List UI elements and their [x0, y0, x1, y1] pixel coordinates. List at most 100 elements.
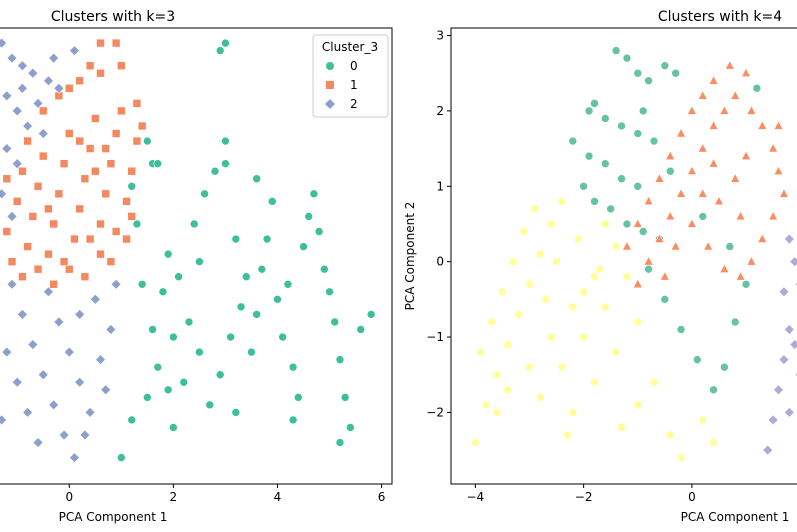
legend-label-1: 1	[350, 78, 358, 92]
point-k3-cluster-2	[16, 82, 28, 94]
point-k4-cluster-1	[746, 256, 757, 266]
point-k4-cluster-2	[568, 302, 578, 312]
point-k3-cluster-2	[0, 414, 8, 426]
point-k4-cluster-0	[600, 159, 610, 168]
point-k4-cluster-3	[762, 444, 774, 456]
point-k3-cluster-0	[241, 272, 251, 282]
point-k3-cluster-2	[27, 339, 39, 350]
point-k4-cluster-2	[541, 295, 551, 304]
legend-title: Cluster_3	[322, 40, 378, 54]
point-k3-cluster-0	[205, 400, 215, 410]
point-k4-cluster-1	[632, 218, 643, 228]
point-k4-cluster-2	[676, 453, 686, 462]
point-k4-cluster-2	[525, 279, 534, 289]
point-k3-cluster-1	[28, 212, 38, 221]
point-k3-cluster-0	[210, 166, 220, 176]
point-k3-cluster-2	[0, 188, 8, 200]
point-k3-cluster-1	[49, 279, 58, 289]
point-k4-cluster-0	[671, 68, 680, 78]
point-k3-cluster-1	[132, 136, 142, 146]
point-k4-cluster-2	[519, 227, 529, 236]
point-k4-cluster-1	[724, 60, 735, 70]
point-k3-cluster-2	[6, 278, 18, 290]
point-k4-cluster-0	[644, 76, 653, 86]
point-k3-cluster-0	[335, 355, 345, 364]
point-k3-cluster-2	[1, 90, 13, 102]
point-k4-cluster-0	[606, 204, 615, 214]
point-k3-cluster-0	[325, 287, 334, 297]
point-k4-cluster-0	[720, 362, 729, 372]
point-k4-cluster-1	[670, 240, 681, 251]
point-k4-cluster-1	[773, 120, 784, 130]
point-k3-cluster-0	[273, 295, 282, 304]
point-k3-cluster-0	[267, 197, 277, 206]
point-k4-cluster-2	[546, 332, 556, 342]
y-tick-label: −1	[426, 330, 444, 344]
point-k4-cluster-0	[633, 181, 643, 191]
point-k3-cluster-1	[132, 99, 142, 108]
point-k3-cluster-1	[12, 197, 22, 206]
point-k4-cluster-1	[746, 105, 757, 115]
point-k4-cluster-3	[783, 233, 795, 245]
point-k4-cluster-0	[584, 106, 594, 116]
point-k3-cluster-1	[85, 144, 95, 153]
point-k4-cluster-1	[708, 158, 719, 168]
point-k4-cluster-1	[735, 210, 746, 221]
y-axis-label-k4: PCA Component 2	[403, 202, 417, 311]
point-k4-cluster-1	[730, 173, 741, 183]
legend-marker-2	[325, 99, 335, 109]
point-k3-cluster-0	[236, 302, 246, 312]
point-k3-cluster-0	[283, 279, 293, 289]
point-k3-cluster-2	[74, 308, 86, 320]
point-k3-cluster-0	[200, 189, 209, 199]
point-k4-cluster-2	[514, 310, 523, 319]
point-k4-cluster-3	[783, 324, 795, 335]
point-k3-cluster-0	[304, 212, 314, 221]
point-k4-cluster-1	[621, 240, 632, 251]
points-k3	[0, 37, 376, 464]
point-k4-cluster-2	[633, 317, 643, 327]
point-k4-cluster-2	[600, 219, 610, 229]
point-k3-cluster-0	[163, 249, 173, 259]
legend-label-0: 0	[350, 59, 358, 73]
point-k3-cluster-0	[127, 415, 137, 425]
point-k4-cluster-2	[471, 438, 480, 447]
point-k4-cluster-2	[530, 204, 540, 214]
point-k3-cluster-2	[84, 406, 96, 418]
point-k3-cluster-2	[6, 52, 18, 64]
point-k3-cluster-0	[179, 377, 189, 387]
point-k3-cluster-0	[215, 46, 225, 55]
point-k3-cluster-2	[110, 278, 122, 290]
point-k3-cluster-1	[96, 38, 105, 48]
plot-k3: Clusters with k=3 0 2 4 6 PCA Component 1 C…	[0, 9, 393, 524]
point-k4-cluster-2	[568, 408, 578, 417]
point-k3-cluster-0	[320, 264, 329, 274]
point-k3-cluster-1	[44, 204, 53, 214]
point-k3-cluster-2	[6, 211, 18, 222]
point-k3-cluster-1	[137, 121, 147, 131]
point-k3-cluster-1	[64, 129, 74, 138]
legend-marker-1	[326, 81, 334, 89]
point-k3-cluster-1	[101, 144, 111, 153]
point-k3-cluster-0	[231, 234, 241, 244]
point-k3-cluster-2	[37, 369, 49, 381]
point-k3-cluster-0	[215, 370, 225, 380]
point-k3-cluster-0	[174, 272, 183, 282]
point-k3-cluster-0	[346, 423, 355, 432]
point-k3-cluster-1	[122, 197, 131, 206]
point-k4-cluster-2	[536, 393, 545, 402]
point-k4-cluster-1	[654, 173, 665, 183]
point-k4-cluster-0	[693, 355, 702, 364]
point-k4-cluster-2	[546, 219, 556, 229]
point-k3-cluster-0	[158, 287, 168, 297]
point-k3-cluster-1	[117, 61, 126, 70]
point-k4-cluster-0	[568, 136, 578, 146]
legend-marker-0	[326, 62, 334, 70]
plot-title-k3: Clusters with k=3	[51, 9, 175, 25]
y-ticks-k4: −2 −1 0 1 2 3	[426, 29, 451, 419]
point-k4-cluster-1	[757, 233, 768, 243]
point-k4-cluster-0	[638, 106, 648, 116]
plot-title-k4: Clusters with k=4	[658, 9, 782, 25]
legend-label-2: 2	[350, 97, 358, 111]
